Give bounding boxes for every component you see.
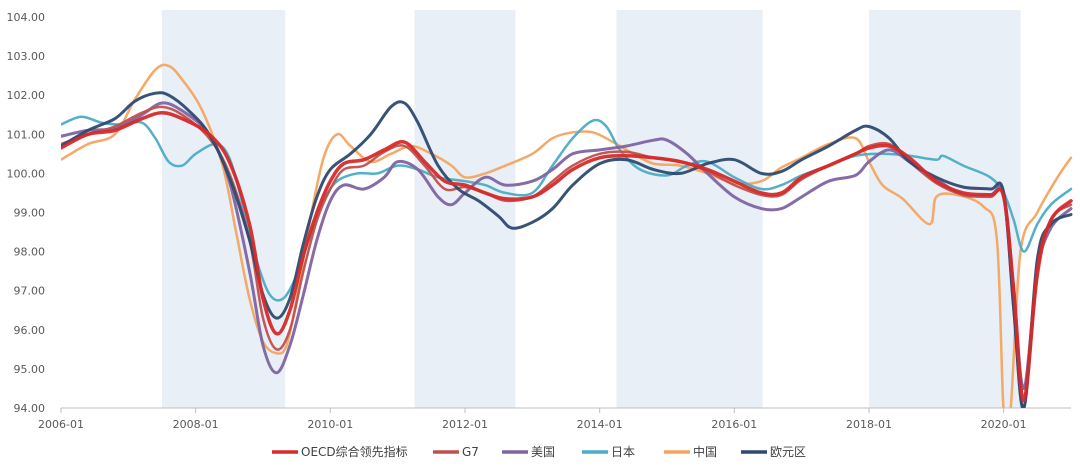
legend-label: OECD综合领先指标 [301, 444, 408, 459]
x-tick-label: 2014-01 [577, 418, 623, 431]
x-tick-label: 2018-01 [846, 418, 892, 431]
y-tick-label: 100.00 [7, 167, 46, 180]
series-line-5 [61, 63, 1073, 408]
y-tick-label: 104.00 [7, 11, 46, 24]
legend-label: 日本 [611, 445, 635, 459]
y-tick-label: 102.00 [7, 89, 46, 102]
series-lines [61, 63, 1073, 408]
x-tick-label: 2008-01 [173, 418, 219, 431]
y-tick-label: 96.00 [14, 324, 46, 337]
x-tick-label: 2010-01 [307, 418, 353, 431]
y-axis: 94.00 95.00 96.00 97.00 98.00 99.00 100.00 101.… [7, 11, 46, 415]
legend-label: 中国 [693, 444, 717, 459]
legend: OECD综合领先指标 G7 美国 日本 中国 欧元区 [272, 444, 806, 459]
y-tick-label: 98.00 [14, 246, 46, 259]
legend-label: G7 [462, 445, 479, 459]
series-line-6 [61, 91, 1073, 408]
shaded-period-2 [414, 10, 516, 408]
x-tick-label: 2020-01 [981, 418, 1027, 431]
shaded-period-4 [869, 10, 1021, 408]
y-tick-label: 101.00 [7, 128, 46, 141]
shaded-period-3 [616, 10, 763, 408]
x-tick-label: 2012-01 [442, 418, 488, 431]
x-tick-label: 2006-01 [38, 418, 84, 431]
series-line-1 [61, 111, 1073, 402]
y-tick-label: 103.00 [7, 50, 46, 63]
x-tick-label: 2016-01 [711, 418, 757, 431]
y-tick-label: 99.00 [14, 207, 46, 220]
recession-shading [162, 10, 1021, 408]
shaded-period-1 [162, 10, 286, 408]
y-tick-label: 97.00 [14, 285, 46, 298]
x-axis: 2006-01 2008-01 2010-01 2012-01 2014-01 2016-… [38, 408, 1027, 431]
y-tick-label: 94.00 [14, 402, 46, 415]
legend-label: 欧元区 [770, 445, 806, 459]
y-tick-label: 95.00 [14, 363, 46, 376]
legend-label: 美国 [531, 445, 555, 459]
